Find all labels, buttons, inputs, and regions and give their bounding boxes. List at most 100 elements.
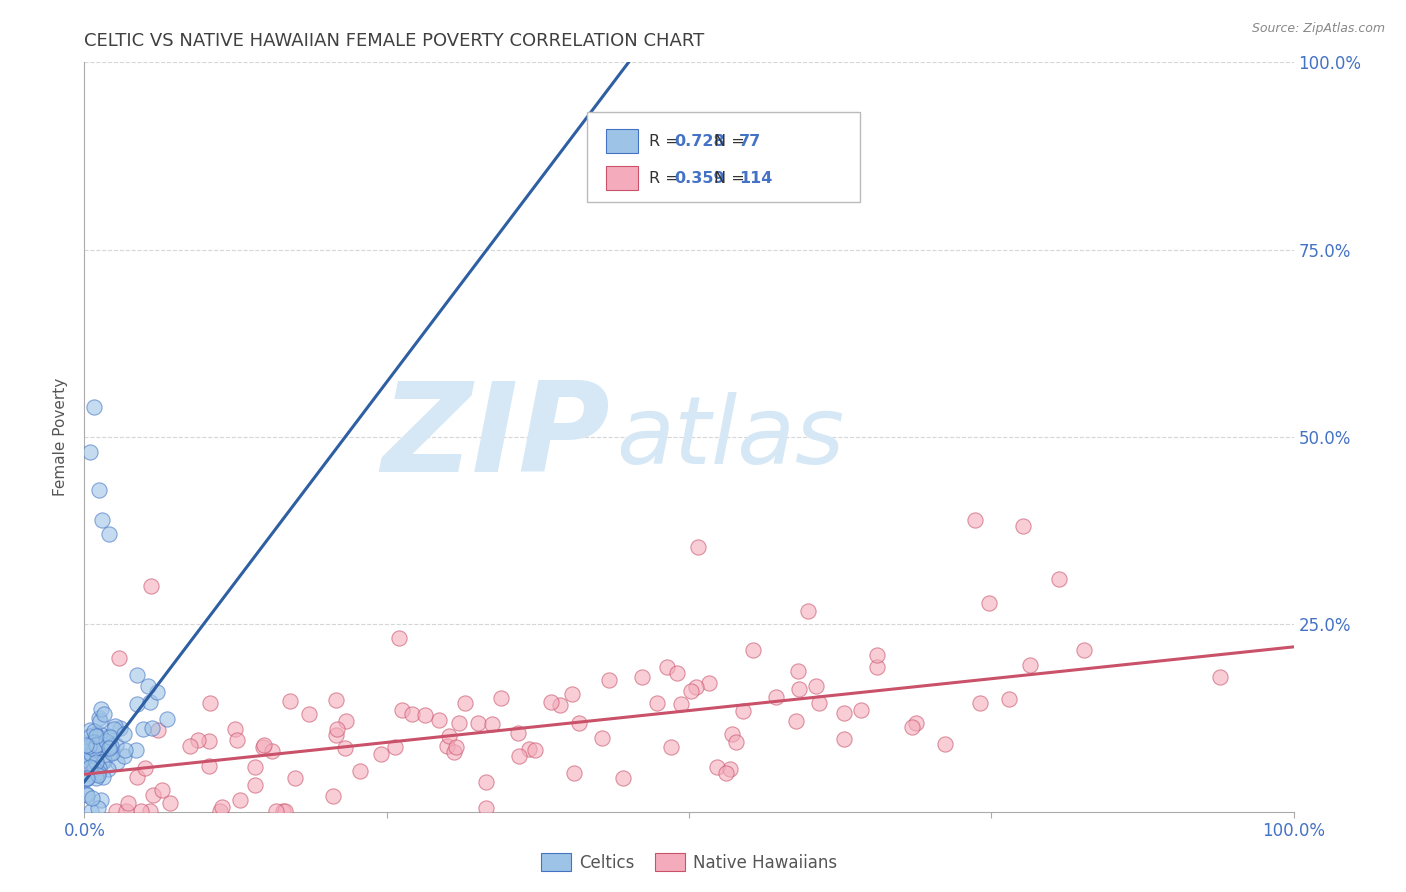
Point [548, 698, 571, 713]
Point [75, 772, 97, 787]
Point [87, 801, 110, 815]
Point [540, 695, 562, 709]
Point [156, 712, 179, 726]
Point [86, 750, 108, 764]
Point [105, 755, 128, 769]
Point [84, 738, 107, 752]
Point [83, 726, 105, 740]
Point [659, 740, 682, 755]
Point [834, 706, 856, 720]
Point [75, 748, 97, 763]
Point [76, 771, 98, 785]
Point [612, 771, 634, 785]
Point [90, 755, 112, 769]
Point [598, 673, 620, 688]
Point [115, 804, 138, 818]
Point [335, 714, 357, 728]
Point [427, 713, 450, 727]
Point [141, 721, 163, 735]
Point [108, 721, 131, 735]
Point [86, 767, 108, 781]
Point [179, 739, 201, 754]
Point [89, 727, 111, 741]
Point [280, 694, 302, 708]
Point [436, 739, 458, 753]
Point [965, 513, 987, 527]
Point [82, 763, 104, 777]
Point [87, 483, 110, 497]
Point [1018, 658, 1040, 673]
Point [665, 666, 688, 681]
Point [90, 702, 112, 716]
Point [159, 796, 181, 810]
Point [934, 737, 956, 751]
Point [84, 755, 107, 769]
Point [697, 676, 720, 690]
Point [669, 697, 692, 711]
Point [349, 764, 371, 778]
Point [655, 660, 678, 674]
Point [87, 738, 110, 752]
Point [100, 739, 122, 753]
Point [561, 687, 583, 701]
Point [101, 746, 124, 760]
Point [83, 762, 105, 776]
Point [252, 740, 274, 755]
Point [481, 717, 503, 731]
Point [89, 760, 111, 774]
Point [79, 445, 101, 459]
Point [630, 670, 652, 684]
Point [804, 679, 827, 693]
Point [977, 596, 1000, 610]
Point [82, 791, 104, 805]
Text: 0.359: 0.359 [673, 170, 724, 186]
Point [413, 707, 436, 722]
Point [75, 745, 97, 759]
Point [97, 762, 120, 776]
Point [865, 648, 887, 663]
Point [86, 737, 108, 751]
FancyBboxPatch shape [588, 112, 859, 202]
Point [105, 804, 128, 818]
Point [1073, 643, 1095, 657]
Text: R =: R = [648, 134, 683, 149]
Text: 77: 77 [740, 134, 762, 149]
Point [1208, 670, 1230, 684]
Point [103, 722, 125, 736]
Point [568, 715, 591, 730]
Point [198, 758, 221, 772]
Point [866, 659, 889, 673]
Point [83, 742, 105, 756]
Point [562, 766, 585, 780]
Point [900, 719, 922, 733]
Point [688, 540, 710, 554]
Point [87, 761, 110, 775]
Point [253, 738, 276, 752]
Point [79, 759, 101, 773]
Point [706, 759, 728, 773]
Point [83, 400, 105, 414]
Point [125, 668, 148, 682]
Point [508, 749, 530, 764]
Point [125, 742, 148, 756]
Point [224, 723, 246, 737]
Text: atlas: atlas [616, 392, 845, 483]
Point [91, 770, 114, 784]
Point [724, 735, 747, 749]
Point [298, 706, 321, 721]
Point [475, 774, 498, 789]
Point [75, 744, 97, 758]
Point [139, 578, 162, 592]
Point [517, 742, 540, 756]
Point [444, 739, 467, 754]
Point [785, 714, 807, 729]
Point [714, 766, 737, 780]
Point [125, 770, 148, 784]
Point [832, 731, 855, 746]
Point [211, 800, 233, 814]
Point [79, 730, 101, 744]
Point [506, 726, 529, 740]
Text: 0.728: 0.728 [673, 134, 724, 149]
Point [89, 714, 111, 729]
Point [449, 716, 471, 731]
